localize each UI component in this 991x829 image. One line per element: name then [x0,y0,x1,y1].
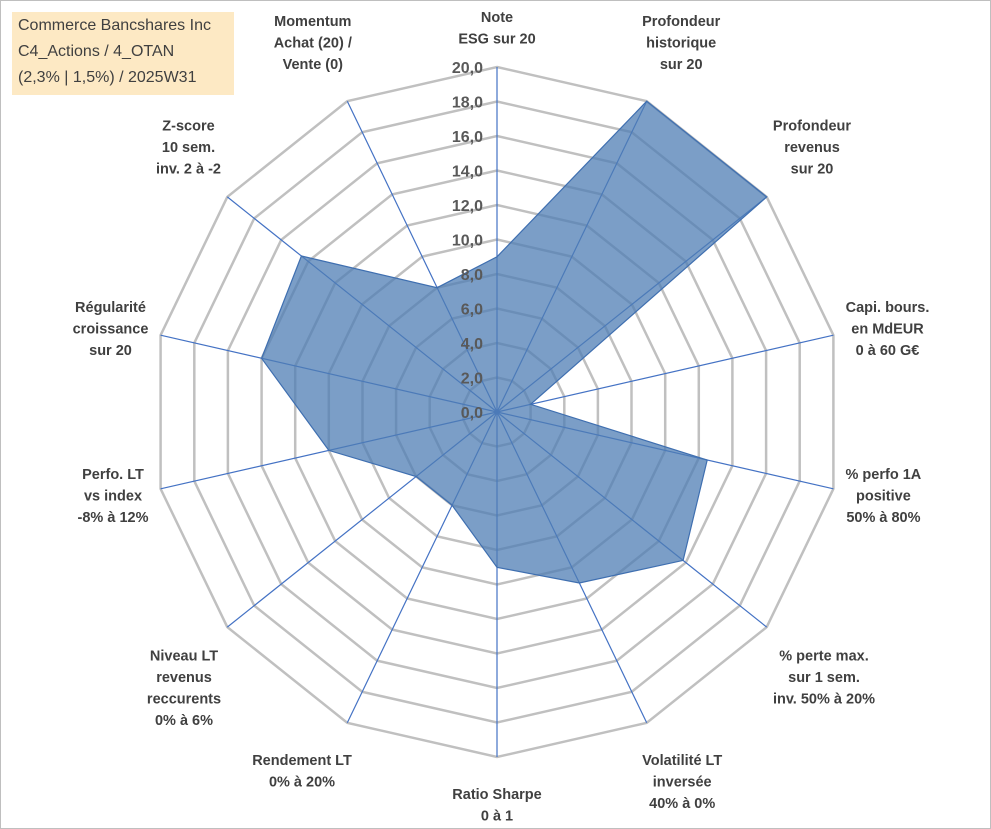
label-layer: Note ESG sur 20 Profondeur historique sur 20… [73,10,930,825]
axis-label-14-line-1: Momentum [274,14,351,30]
tick-label-4: 8,0 [461,267,483,284]
axis-label-9-line-1: Rendement LT [252,753,352,769]
axis-label-3: Profondeur revenus sur 20 [773,119,851,178]
axis-label-13: Z-score 10 sem. inv. 2 à -2 [156,119,221,178]
series-area [260,100,768,584]
tick-label-0: 0,0 [461,405,483,422]
axis-label-10-line-1: Niveau LT [150,648,218,664]
axis-label-11-line-3: -8% à 12% [78,510,149,526]
axis-label-6: % perte max. sur 1 sem. inv. 50% à 20% [773,648,875,707]
axis-label-7-line-1: Volatilité LT [642,753,722,769]
tick-label-6: 12,0 [452,198,483,215]
axis-label-4: Capi. bours. en MdEUR 0 à 60 G€ [846,300,930,359]
axis-label-13-line-2: 10 sem. [162,140,215,156]
axis-label-2-line-1: Profondeur [642,14,720,30]
axis-label-10: Niveau LT revenus reccurents 0% à 6% [147,648,221,729]
axis-label-12: Régularité croissance sur 20 [73,300,149,359]
axis-label-12-line-1: Régularité [75,300,146,316]
chart-title-line-2: C4_Actions / 4_OTAN [18,43,175,60]
axis-label-12-line-3: sur 20 [89,343,132,359]
axis-label-10-line-2: revenus [156,670,212,686]
chart-title-box: Commerce Bancshares Inc C4_Actions / 4_O… [12,12,234,95]
tick-label-9: 18,0 [452,95,483,112]
axis-label-11-line-1: Perfo. LT [82,467,144,483]
tick-label-3: 6,0 [461,302,483,319]
chart-title-line-3: (2,3% | 1,5%) / 2025W31 [18,69,197,86]
axis-label-6-line-2: sur 1 sem. [788,670,860,686]
axis-label-13-line-1: Z-score [162,119,214,135]
axis-label-4-line-2: en MdEUR [851,321,924,337]
axis-label-9-line-2: 0% à 20% [269,774,335,790]
axis-label-6-line-3: inv. 50% à 20% [773,691,875,707]
axis-label-8: Ratio Sharpe 0 à 1 [452,787,541,825]
axis-label-1-line-2: ESG sur 20 [458,32,535,48]
tick-label-2: 4,0 [461,336,483,353]
axis-label-2-line-2: historique [646,36,716,52]
axis-label-3-line-2: revenus [784,140,840,156]
tick-label-10: 20,0 [452,60,483,77]
axis-label-4-line-3: 0 à 60 G€ [856,343,920,359]
axis-label-1-line-1: Note [481,10,513,26]
tick-label-8: 16,0 [452,129,483,146]
axis-label-11-line-2: vs index [84,489,142,505]
axis-spoke-4 [496,334,834,413]
tick-label-1: 2,0 [461,371,483,388]
axis-label-5-line-1: % perfo 1A [846,467,922,483]
axis-label-3-line-1: Profondeur [773,119,851,135]
axis-label-7: Volatilité LT inversée 40% à 0% [642,753,722,812]
axis-label-11: Perfo. LT vs index -8% à 12% [78,467,149,526]
axis-label-12-line-2: croissance [73,321,149,337]
axis-label-3-line-3: sur 20 [791,162,834,178]
axis-label-7-line-2: inversée [653,774,712,790]
axis-label-7-line-3: 40% à 0% [649,796,715,812]
axis-label-14-line-2: Achat (20) / [274,36,352,52]
axis-label-6-line-1: % perte max. [779,648,868,664]
axis-label-14-line-3: Vente (0) [283,57,344,73]
axis-label-10-line-3: reccurents [147,691,221,707]
tick-label-7: 14,0 [452,164,483,181]
axis-label-2: Profondeur historique sur 20 [642,14,720,73]
axis-label-9: Rendement LT 0% à 20% [252,753,352,791]
tick-label-5: 10,0 [452,233,483,250]
chart-title-line-1: Commerce Bancshares Inc [18,17,211,34]
axis-label-2-line-3: sur 20 [660,57,703,73]
axis-label-5-line-3: 50% à 80% [846,510,920,526]
axis-label-10-line-4: 0% à 6% [155,713,213,729]
axis-label-1: Note ESG sur 20 [458,10,535,48]
axis-label-8-line-2: 0 à 1 [481,809,513,825]
series-layer [260,100,768,584]
tick-layer: 0,0 2,0 4,0 6,0 8,0 10,0 12,0 14,0 16,0 18,0 20,0 [452,60,483,422]
axis-label-14: Momentum Achat (20) / Vente (0) [274,14,352,73]
axis-label-4-line-1: Capi. bours. [846,300,930,316]
axis-label-13-line-3: inv. 2 à -2 [156,162,221,178]
axis-label-5: % perfo 1A positive 50% à 80% [846,467,922,526]
axis-label-8-line-1: Ratio Sharpe [452,787,541,803]
axis-label-5-line-2: positive [856,489,911,505]
